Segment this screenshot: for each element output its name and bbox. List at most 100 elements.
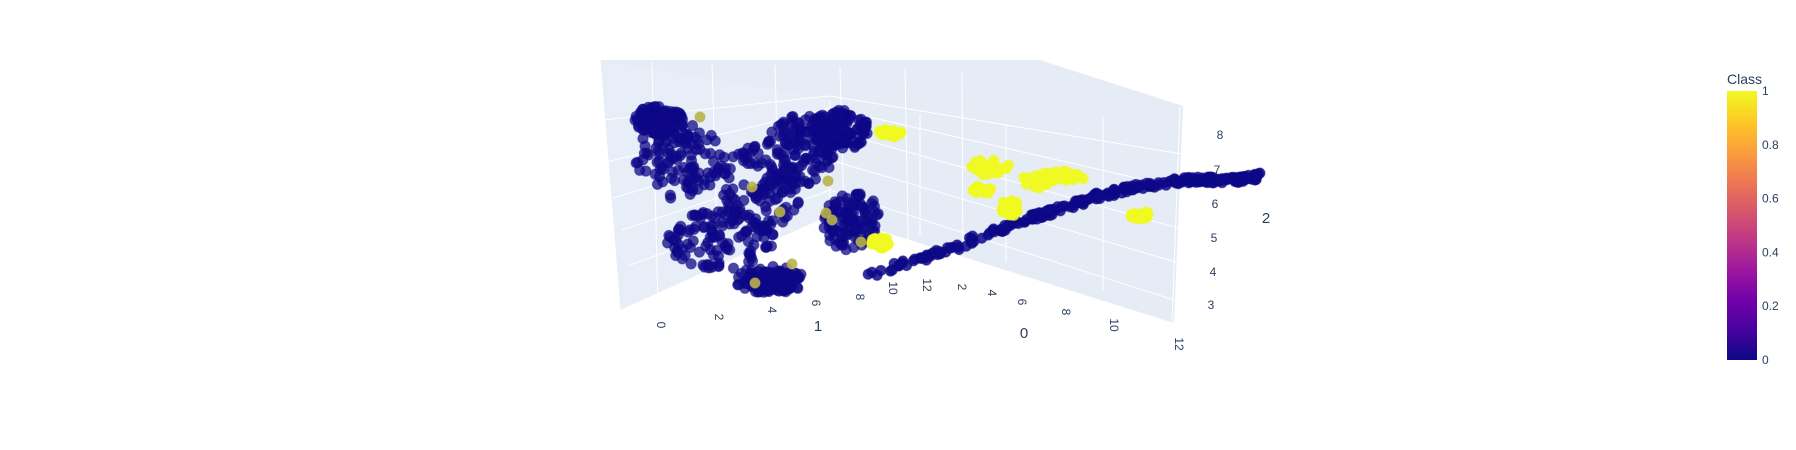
colorbar-tick-label: 1 bbox=[1762, 84, 1769, 98]
data-point bbox=[743, 255, 755, 268]
data-point bbox=[792, 197, 804, 210]
colorbar-tick-label: 0.4 bbox=[1762, 245, 1779, 259]
y-axis-title: 1 bbox=[814, 318, 822, 335]
data-point bbox=[720, 183, 733, 196]
data-point bbox=[854, 118, 867, 131]
x-tick-label: 4 bbox=[985, 290, 999, 297]
y-tick-label: 2 bbox=[712, 314, 726, 321]
data-point bbox=[997, 196, 1010, 208]
data-point bbox=[974, 154, 987, 167]
y-tick-label: 0 bbox=[654, 322, 668, 329]
x-tick-label: 8 bbox=[1059, 309, 1073, 316]
data-point bbox=[836, 190, 848, 202]
data-point bbox=[881, 126, 893, 139]
data-point bbox=[806, 164, 819, 176]
data-point bbox=[1008, 209, 1020, 222]
data-point bbox=[638, 147, 651, 160]
data-point bbox=[692, 210, 704, 222]
data-point bbox=[835, 124, 847, 137]
data-point bbox=[653, 170, 666, 183]
z-axis-ticks: 3 4 5 6 7 8 bbox=[1208, 128, 1224, 312]
gridline bbox=[904, 68, 910, 283]
data-point bbox=[799, 175, 811, 187]
colorbar-tick-label: 0.6 bbox=[1762, 192, 1779, 206]
data-point bbox=[749, 191, 762, 203]
data-point bbox=[775, 273, 787, 285]
data-point bbox=[713, 229, 725, 241]
data-point bbox=[807, 124, 819, 136]
data-point bbox=[795, 268, 807, 280]
data-point bbox=[662, 156, 675, 169]
data-point bbox=[664, 119, 677, 132]
data-point bbox=[934, 247, 947, 259]
data-point bbox=[1018, 216, 1030, 228]
data-point bbox=[682, 130, 695, 143]
x-axis-title: 0 bbox=[1020, 325, 1028, 342]
z-tick-label: 5 bbox=[1211, 231, 1218, 245]
data-point bbox=[877, 234, 890, 246]
data-point bbox=[707, 155, 720, 168]
data-point bbox=[760, 241, 772, 253]
data-point bbox=[764, 180, 776, 192]
data-point bbox=[1090, 193, 1102, 205]
data-point bbox=[683, 163, 696, 176]
data-point bbox=[996, 206, 1009, 218]
data-point bbox=[756, 220, 768, 232]
data-point bbox=[774, 206, 786, 218]
data-point bbox=[1064, 201, 1076, 213]
data-point bbox=[632, 156, 644, 169]
y-axis-ticks: 0 2 4 6 8 10 12 bbox=[654, 278, 934, 328]
data-point bbox=[703, 259, 716, 271]
data-point bbox=[855, 236, 867, 248]
gridline bbox=[1171, 106, 1181, 324]
data-point bbox=[835, 239, 848, 251]
data-point bbox=[826, 214, 838, 226]
data-points bbox=[629, 101, 1266, 298]
y-tick-label: 8 bbox=[853, 294, 867, 301]
data-point bbox=[1241, 172, 1253, 185]
data-point bbox=[813, 146, 825, 159]
data-point bbox=[778, 153, 790, 166]
data-point bbox=[871, 209, 883, 221]
data-point bbox=[670, 150, 682, 163]
data-point bbox=[771, 144, 783, 156]
data-point bbox=[651, 156, 663, 169]
data-point bbox=[778, 165, 790, 178]
data-point bbox=[1062, 168, 1074, 180]
colorbar-tick-label: 0 bbox=[1762, 353, 1769, 367]
data-point bbox=[648, 123, 660, 135]
gridline bbox=[829, 129, 1179, 229]
data-point bbox=[871, 269, 883, 281]
data-point bbox=[671, 246, 684, 259]
data-point bbox=[733, 278, 745, 290]
data-point bbox=[830, 106, 843, 118]
data-point bbox=[675, 220, 687, 233]
colorbar-title: Class bbox=[1727, 71, 1762, 87]
colorbar-gradient bbox=[1727, 91, 1757, 360]
data-point bbox=[789, 178, 801, 190]
data-point bbox=[856, 200, 868, 213]
data-point bbox=[1077, 198, 1090, 211]
gridline bbox=[829, 189, 1175, 301]
data-point bbox=[992, 167, 1004, 179]
colorbar-tick-label: 0.2 bbox=[1762, 299, 1779, 313]
data-point bbox=[974, 184, 986, 196]
data-point bbox=[1036, 168, 1049, 180]
y-tick-label: 12 bbox=[920, 278, 934, 292]
data-point bbox=[839, 134, 852, 147]
data-point bbox=[1135, 179, 1148, 191]
x-tick-label: 2 bbox=[955, 284, 969, 291]
data-point bbox=[1121, 180, 1134, 193]
z-axis-title: 2 bbox=[1262, 210, 1270, 227]
data-point bbox=[785, 279, 798, 291]
data-point bbox=[665, 192, 677, 204]
data-point bbox=[698, 221, 711, 233]
colorbar-tick-label: 0.8 bbox=[1762, 138, 1779, 152]
z-tick-label: 3 bbox=[1208, 298, 1215, 312]
data-point bbox=[1172, 178, 1185, 190]
data-point bbox=[744, 245, 757, 257]
data-point bbox=[782, 139, 794, 151]
data-point bbox=[822, 175, 834, 187]
x-tick-label: 6 bbox=[1015, 299, 1029, 306]
